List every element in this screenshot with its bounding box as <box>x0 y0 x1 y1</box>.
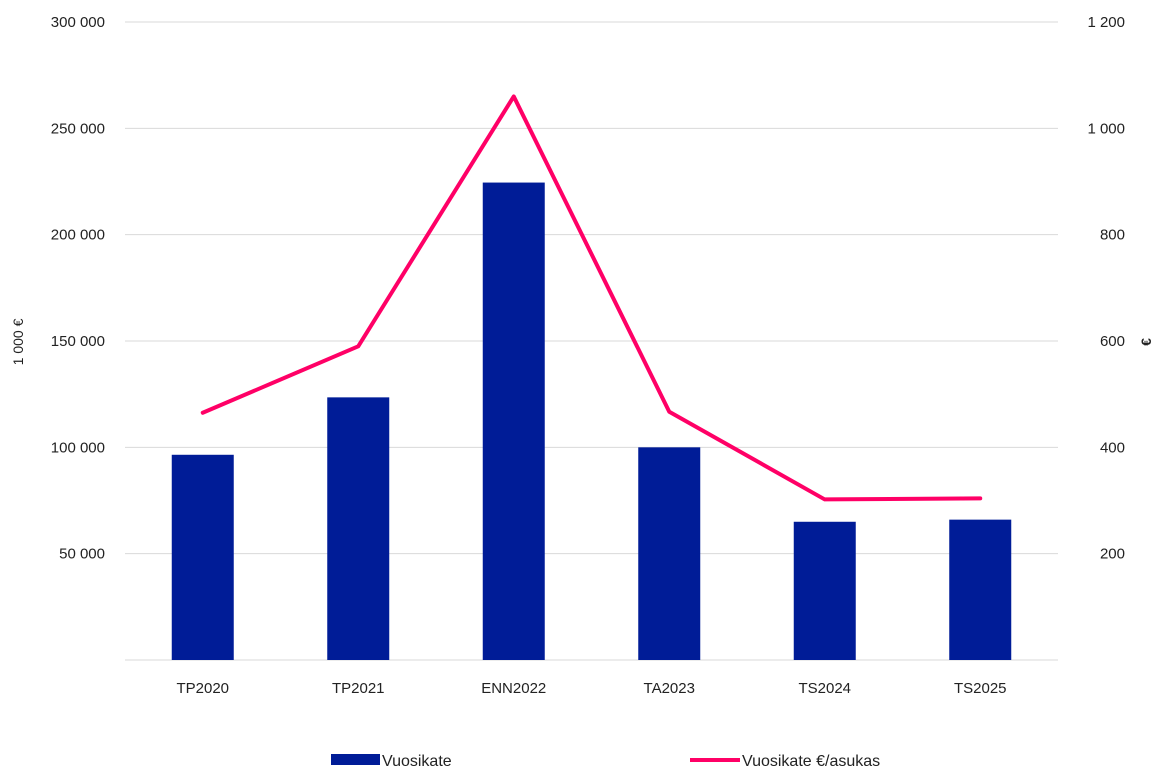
x-tick-label: TP2021 <box>332 680 385 697</box>
left-tick-label: 100 000 <box>51 439 105 456</box>
legend-line-label: Vuosikate €/asukas <box>742 753 880 770</box>
left-axis-ticks: 50 000 100 000 150 000 200 000 250 000 300 00… <box>51 14 105 563</box>
line-series <box>200 94 983 502</box>
left-tick-label: 200 000 <box>51 227 105 244</box>
right-tick-label: 1 000 <box>1087 120 1125 137</box>
left-tick-label: 50 000 <box>59 546 105 563</box>
x-tick-label: TP2020 <box>176 680 229 697</box>
bar <box>638 447 701 660</box>
bar <box>327 397 390 660</box>
right-axis-title: € <box>1138 338 1154 346</box>
left-tick-label: 150 000 <box>51 333 105 350</box>
legend: Vuosikate Vuosikate €/asukas <box>331 753 880 770</box>
legend-bar-swatch <box>331 754 380 765</box>
right-tick-label: 400 <box>1100 439 1125 456</box>
right-axis-ticks: 200 400 600 800 1 000 1 200 <box>1087 14 1125 563</box>
bar <box>171 454 234 660</box>
right-tick-label: 600 <box>1100 333 1125 350</box>
bar <box>793 521 856 660</box>
right-tick-label: 200 <box>1100 546 1125 563</box>
x-tick-label: TA2023 <box>644 680 695 697</box>
gridlines <box>125 21 1058 661</box>
left-tick-label: 250 000 <box>51 120 105 137</box>
bar <box>482 182 545 660</box>
x-tick-label: TS2024 <box>798 680 851 697</box>
right-tick-label: 800 <box>1100 227 1125 244</box>
bar-series <box>171 182 1012 660</box>
line-series-path <box>200 94 983 502</box>
left-tick-label: 300 000 <box>51 14 105 31</box>
bar <box>949 519 1012 660</box>
right-tick-label: 1 200 <box>1087 14 1125 31</box>
x-axis-ticks: TP2020 TP2021 ENN2022 TA2023 TS2024 TS2025 <box>176 680 1006 697</box>
left-axis-title: 1 000 € <box>10 318 26 365</box>
x-tick-label: ENN2022 <box>481 680 546 697</box>
legend-bar-label: Vuosikate <box>382 753 452 770</box>
x-tick-label: TS2025 <box>954 680 1007 697</box>
